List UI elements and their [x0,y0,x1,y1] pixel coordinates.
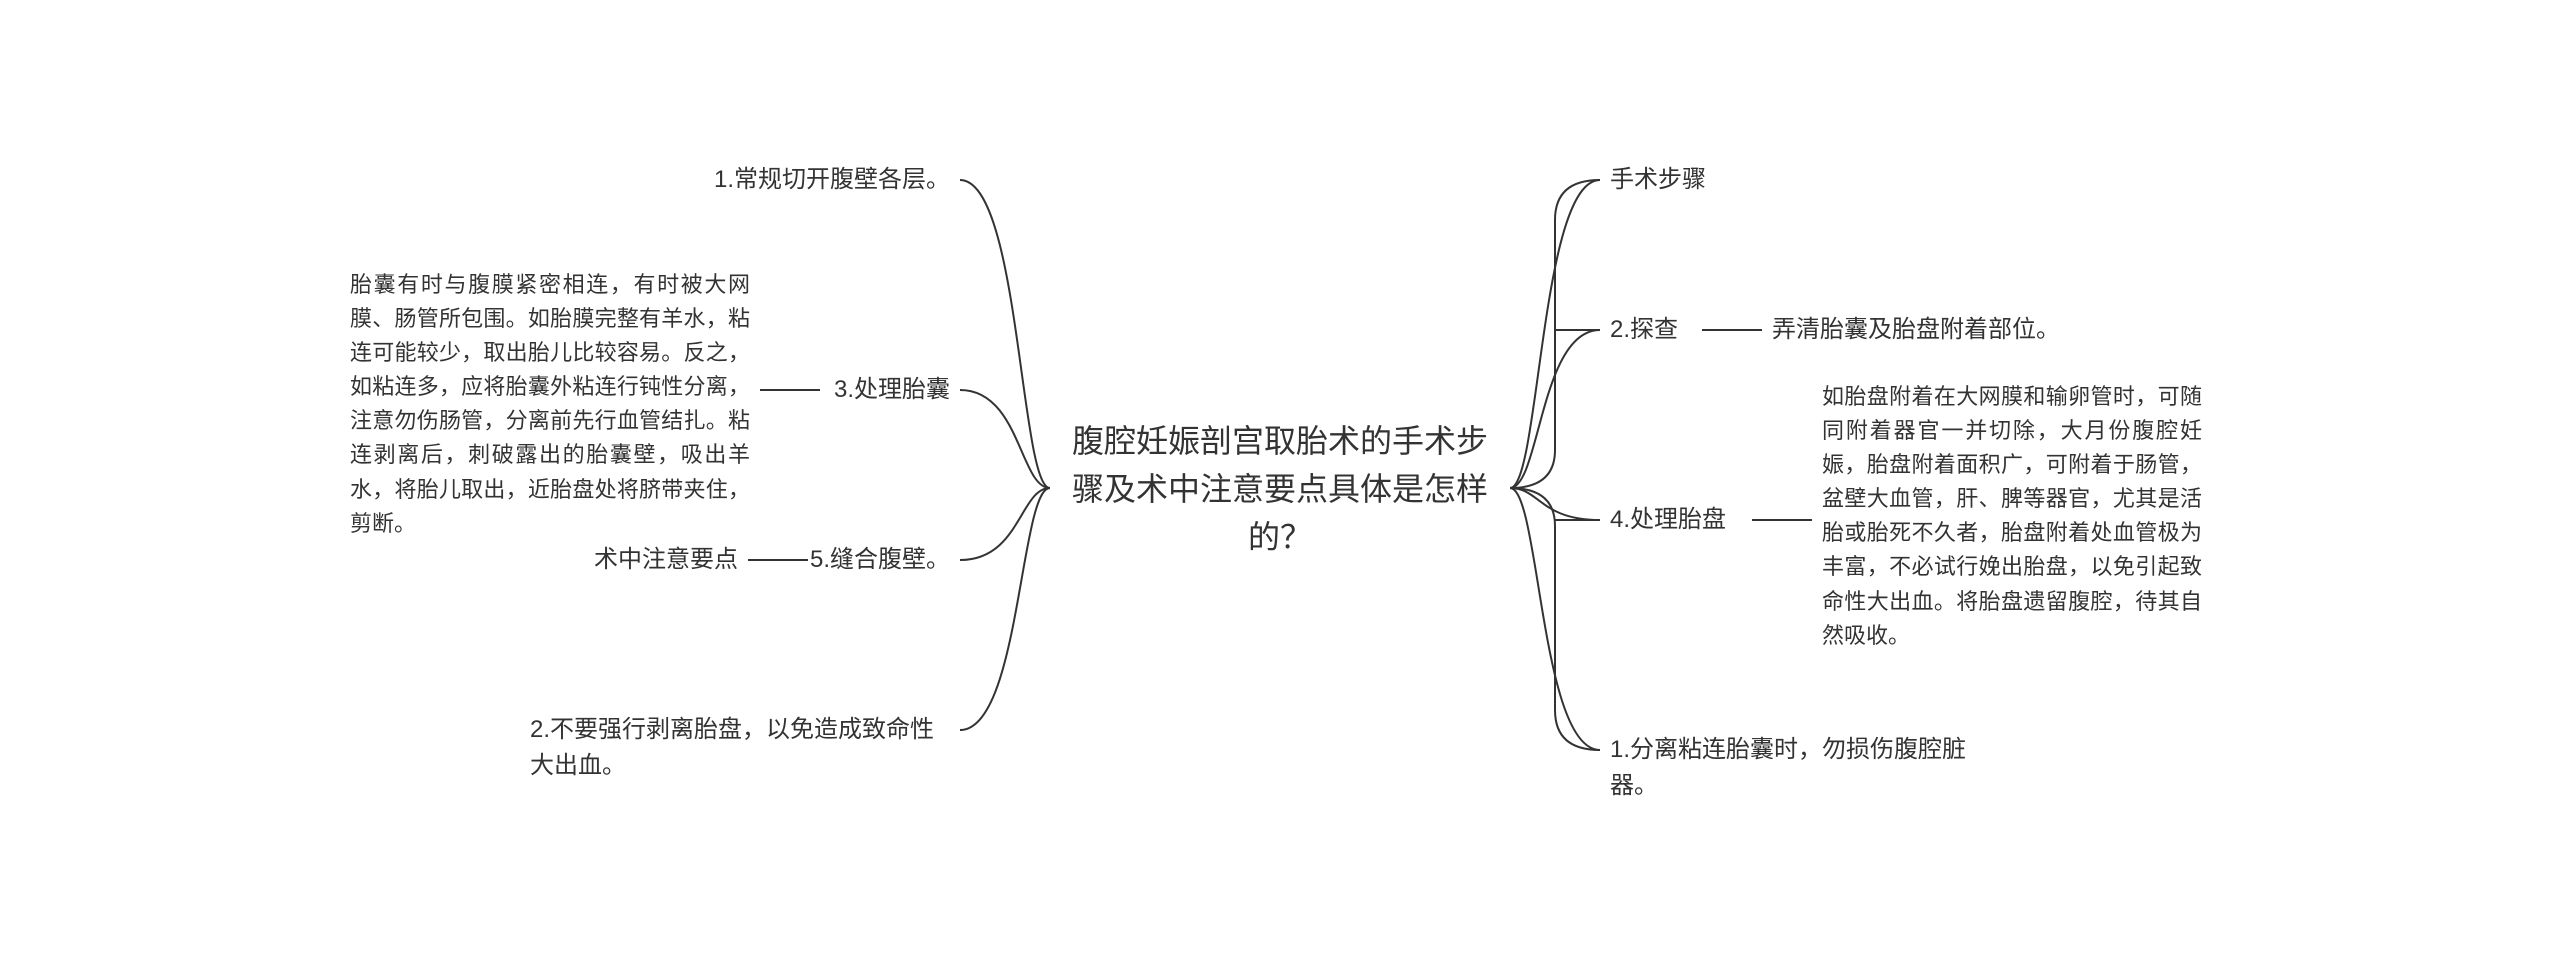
right-bracket [1510,180,1600,750]
left-node-1-detail: 胎囊有时与腹膜紧密相连，有时被大网膜、肠管所包围。如胎膜完整有羊水，粘连可能较少… [350,268,750,541]
left-node-2-detail: 术中注意要点 [594,542,738,578]
right-node-0: 手术步骤 [1610,162,1706,198]
left-node-1: 3.处理胎囊 [834,372,950,408]
right-node-1-detail: 弄清胎囊及胎盘附着部位。 [1772,312,2060,348]
right-node-1: 2.探查 [1610,312,1678,348]
right-node-2: 4.处理胎盘 [1610,502,1726,538]
right-node-2-detail: 如胎盘附着在大网膜和输卵管时，可随同附着器官一并切除，大月份腹腔妊娠，胎盘附着面… [1822,380,2202,653]
center-topic: 腹腔妊娠剖宫取胎术的手术步骤及术中注意要点具体是怎样的？ [1060,417,1500,561]
left-node-3: 2.不要强行剥离胎盘，以免造成致命性大出血。 [530,712,950,784]
left-node-0: 1.常规切开腹壁各层。 [714,162,950,198]
right-node-3: 1.分离粘连胎囊时，勿损伤腹腔脏器。 [1610,732,2010,804]
left-node-2: 5.缝合腹壁。 [810,542,950,578]
